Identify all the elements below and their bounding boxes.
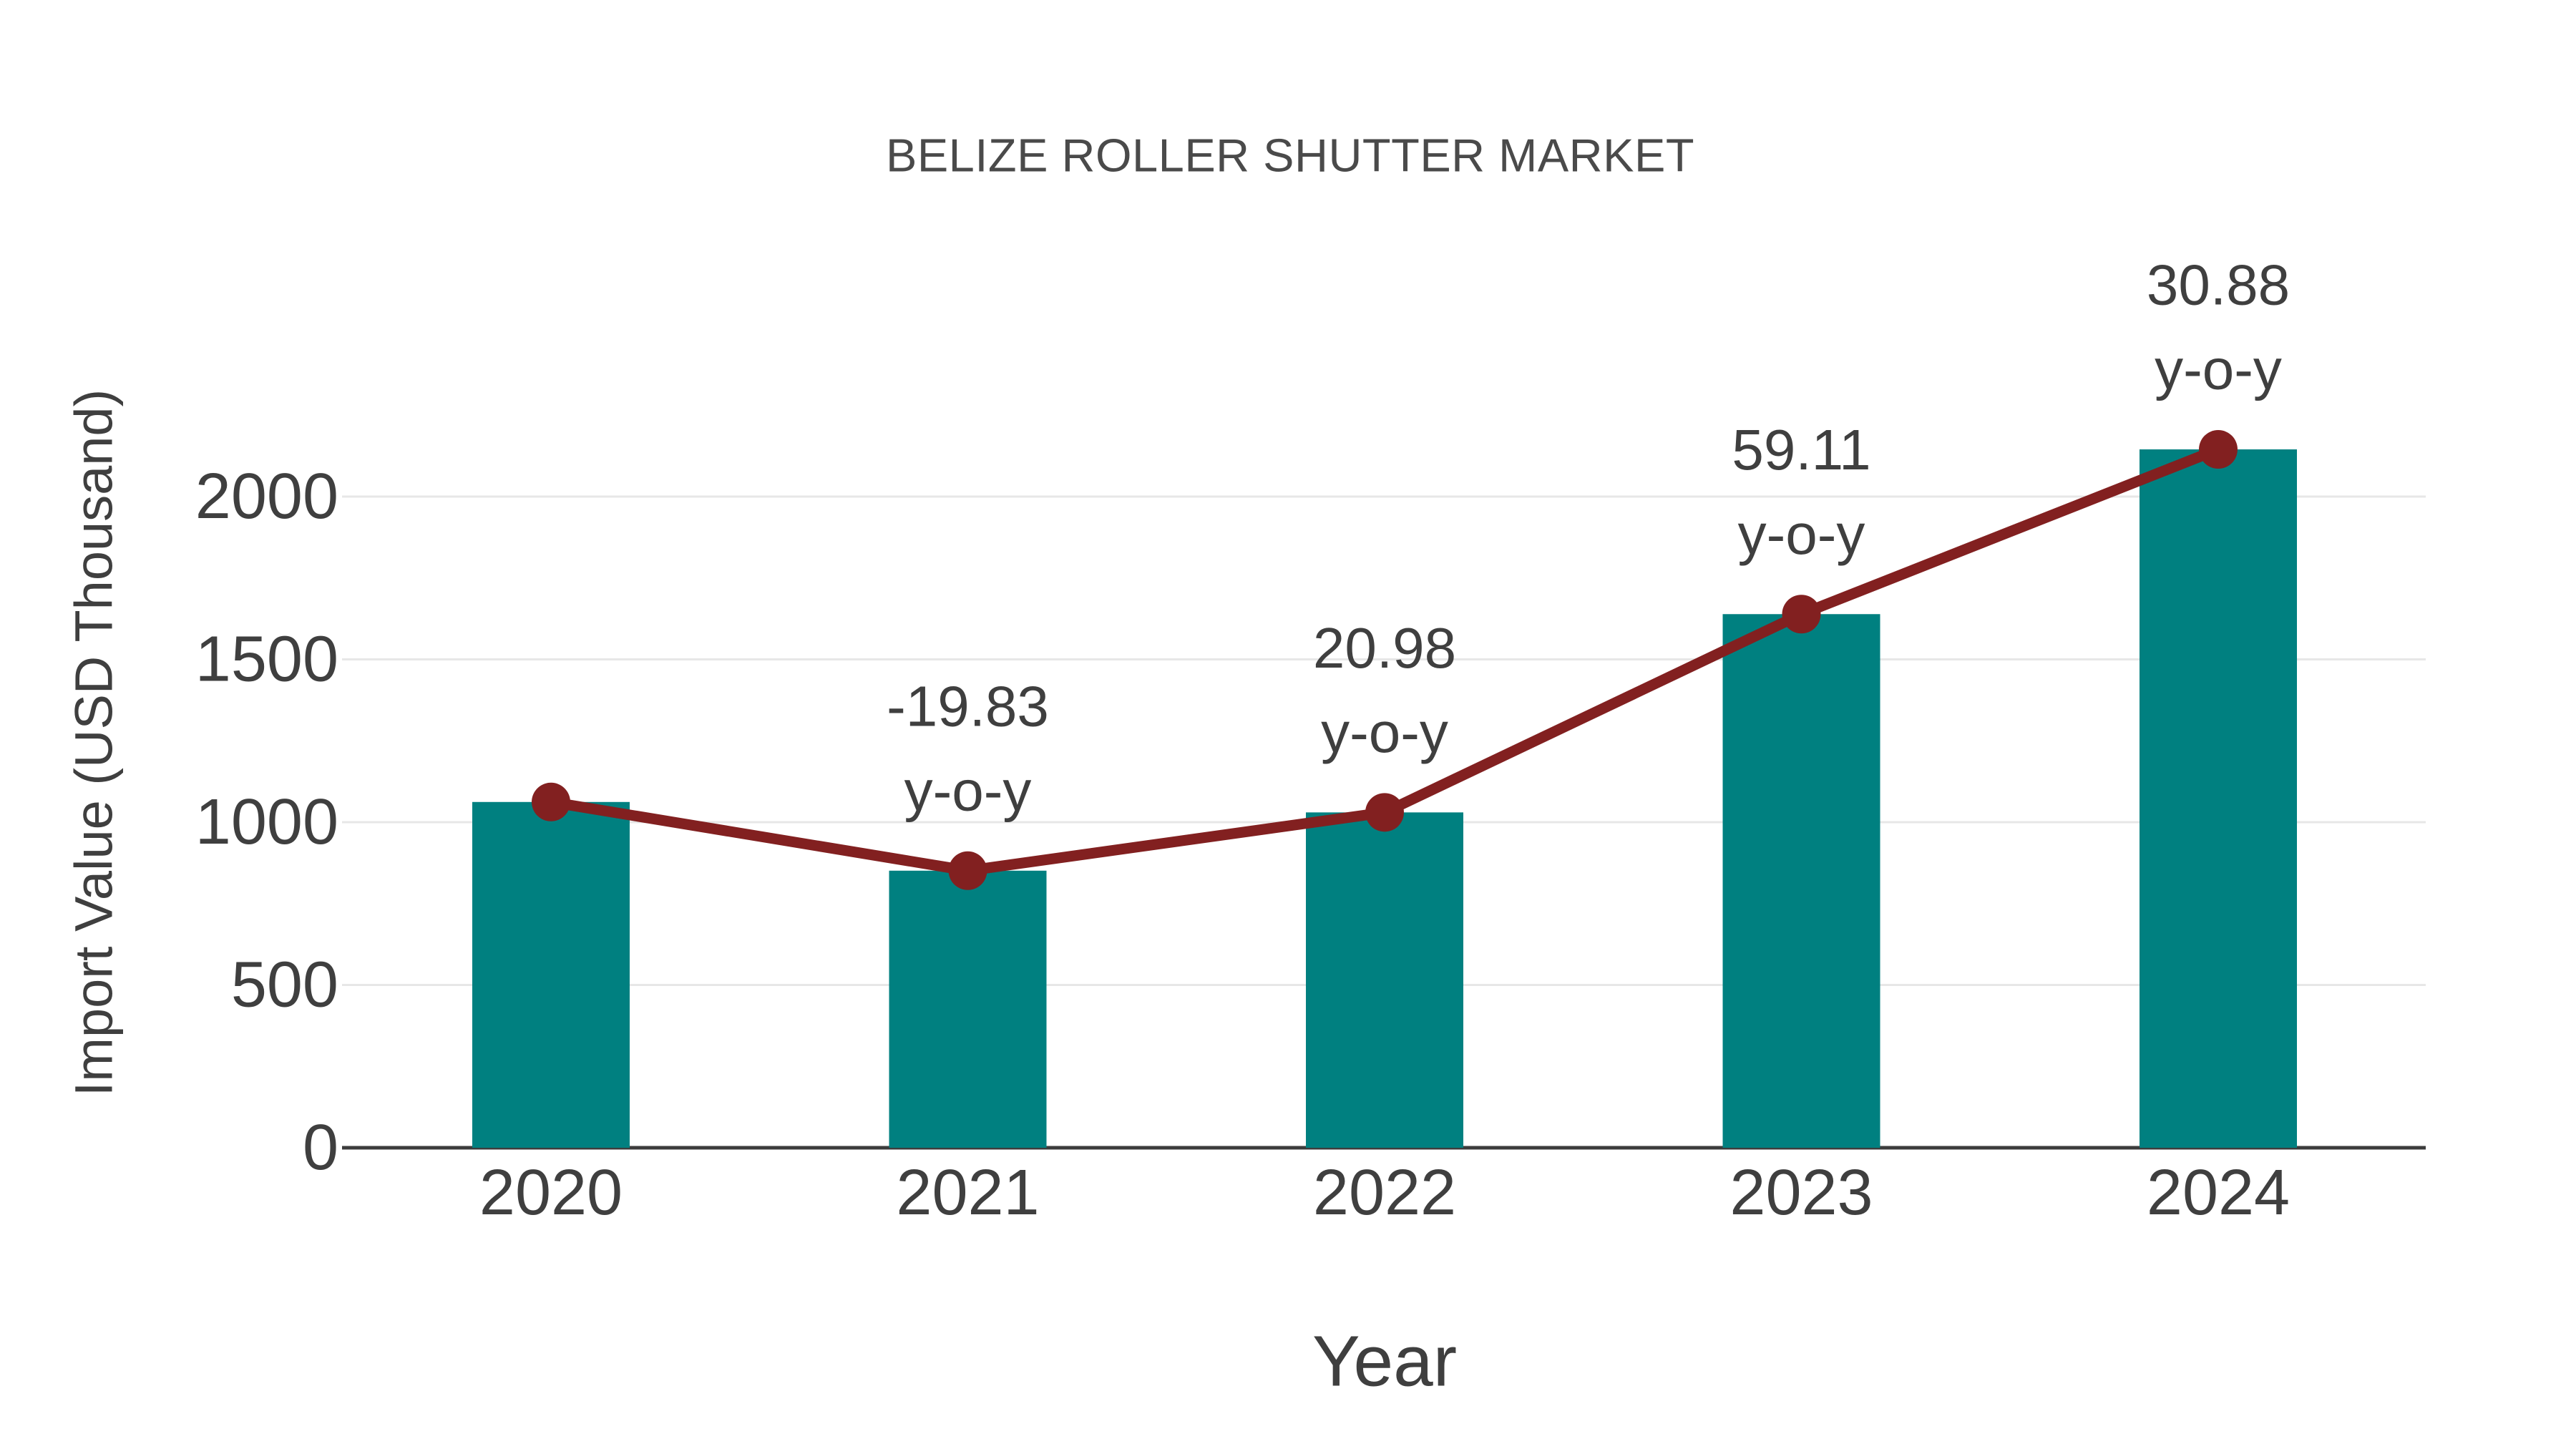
bar-2020 [472, 801, 630, 1148]
y-tick-label-1500: 1500 [195, 624, 338, 696]
y-tick-label-0: 0 [303, 1112, 338, 1184]
x-tick-label-2023: 2023 [1729, 1157, 1873, 1229]
annotation-suffix-2022: y-o-y [1321, 701, 1448, 764]
annotation-suffix-2023: y-o-y [1738, 502, 1865, 566]
annotation-value-2021: -19.83 [887, 674, 1049, 738]
bar-2021 [889, 870, 1047, 1148]
y-tick-label-500: 500 [231, 950, 338, 1021]
annotation-value-2024: 30.88 [2147, 253, 2290, 317]
x-tick-label-2022: 2022 [1313, 1157, 1456, 1229]
x-tick-label-2024: 2024 [2147, 1157, 2290, 1229]
x-tick-label-2020: 2020 [479, 1157, 623, 1229]
y-tick-label-2000: 2000 [195, 461, 338, 532]
bar-2023 [1722, 614, 1880, 1148]
bar-2024 [2140, 449, 2297, 1148]
point-2023 [1782, 595, 1821, 634]
annotation-suffix-2021: y-o-y [904, 758, 1032, 822]
point-2021 [948, 851, 987, 890]
chart-title: BELIZE ROLLER SHUTTER MARKET [885, 129, 1695, 182]
annotation-suffix-2024: y-o-y [2155, 338, 2282, 401]
x-tick-label-2021: 2021 [896, 1157, 1039, 1229]
annotation-value-2023: 59.11 [1732, 418, 1870, 482]
point-2022 [1365, 793, 1404, 832]
x-axis-title: Year [1312, 1321, 1458, 1402]
annotation-value-2022: 20.98 [1313, 616, 1456, 680]
y-tick-label-1000: 1000 [195, 786, 338, 858]
point-2024 [2199, 430, 2238, 469]
point-2020 [532, 782, 570, 821]
bar-2022 [1306, 812, 1463, 1148]
